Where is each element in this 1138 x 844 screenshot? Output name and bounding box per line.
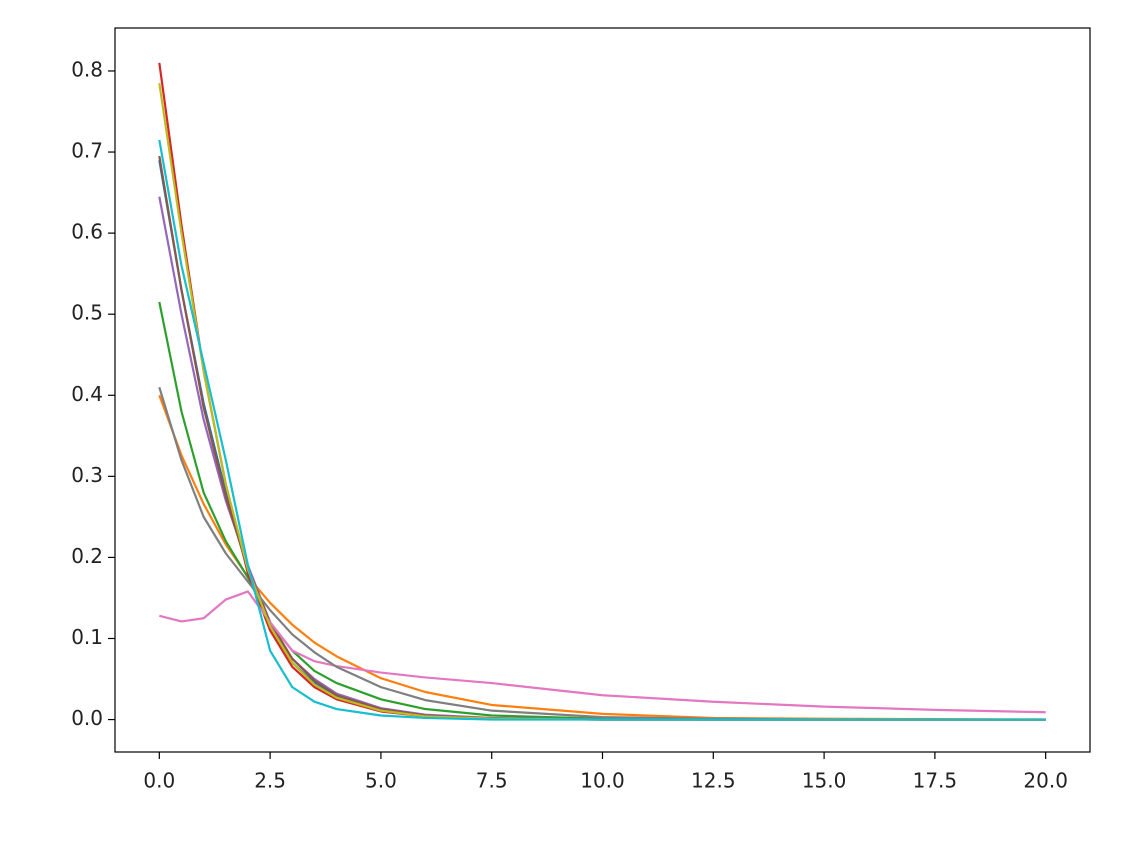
- y-tick-label: 0.3: [71, 463, 103, 487]
- y-tick-label: 0.2: [71, 544, 103, 568]
- x-tick-label: 7.5: [476, 769, 508, 793]
- series-line: [158, 139, 1046, 721]
- y-tick-label: 0.1: [71, 625, 103, 649]
- x-tick-label: 0.0: [143, 769, 175, 793]
- x-tick-label: 10.0: [580, 769, 625, 793]
- x-tick-label: 2.5: [254, 769, 286, 793]
- series-line: [158, 394, 1046, 721]
- x-tick-label: 5.0: [365, 769, 397, 793]
- x-tick-label: 20.0: [1023, 769, 1068, 793]
- series-line: [158, 386, 1046, 721]
- series-line: [158, 196, 1046, 721]
- y-tick-label: 0.4: [71, 382, 103, 406]
- x-tick-label: 15.0: [802, 769, 847, 793]
- y-tick-label: 0.8: [71, 57, 103, 81]
- y-tick-label: 0.6: [71, 220, 103, 244]
- y-tick-label: 0.0: [71, 706, 103, 730]
- x-tick-label: 17.5: [913, 769, 958, 793]
- y-tick-label: 0.5: [71, 301, 103, 325]
- y-tick-label: 0.7: [71, 139, 103, 163]
- series-line: [159, 590, 1046, 714]
- series-line: [158, 62, 1046, 721]
- x-tick-label: 12.5: [691, 769, 736, 793]
- plot-frame: [114, 27, 1091, 753]
